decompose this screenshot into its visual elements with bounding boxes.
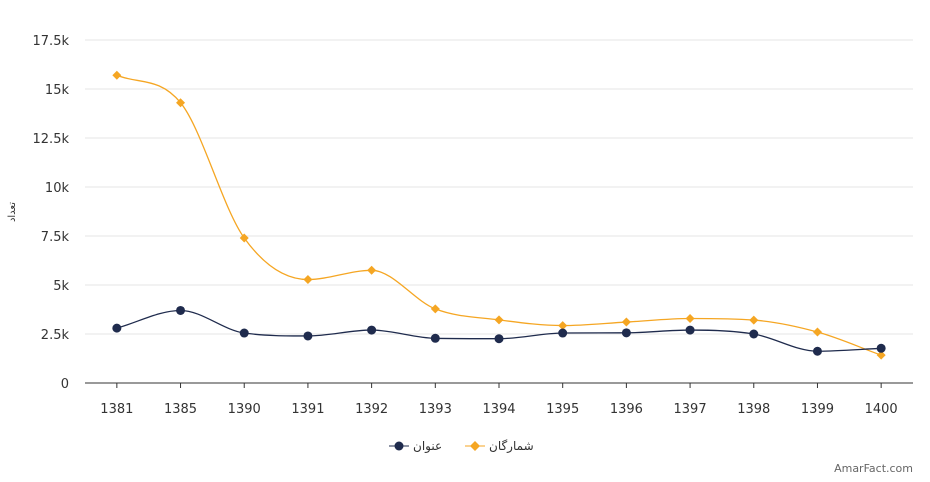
y-axis-label: تعداد (7, 202, 18, 222)
legend-marker-diamond-icon (470, 441, 480, 451)
data-point-0[interactable] (621, 328, 631, 338)
data-point-1[interactable] (876, 350, 886, 360)
legend-item-series-0[interactable]: عنوان (389, 439, 442, 454)
data-point-1[interactable] (812, 327, 822, 337)
data-point-1[interactable] (112, 70, 122, 80)
series-1 (112, 70, 886, 360)
grid (85, 39, 913, 335)
legend: عنوان شمارگان (389, 439, 534, 454)
x-tick-label: 1399 (801, 402, 834, 417)
legend-marker-circle-icon (394, 441, 404, 451)
data-point-1[interactable] (176, 98, 186, 108)
data-point-1[interactable] (558, 321, 568, 331)
data-point-0[interactable] (749, 329, 759, 339)
x-tick-label: 1400 (865, 402, 898, 417)
x-tick-label: 1393 (419, 402, 452, 417)
y-tick-label: 17.5k (33, 34, 70, 49)
series-line-1 (116, 74, 882, 356)
y-axis-ticks: 0 2.5k 5k 7.5k 10k 12.5k 15k 17.5k (33, 34, 70, 392)
data-point-1[interactable] (430, 304, 440, 314)
legend-label-series-0: عنوان (413, 439, 442, 454)
y-tick-label: 12.5k (33, 132, 70, 147)
data-point-1[interactable] (621, 317, 631, 327)
x-tick-label: 1398 (737, 402, 770, 417)
x-axis-ticks: 1381 1385 1390 1391 1392 1393 1394 1395 1396 1397… (100, 383, 898, 417)
data-point-0[interactable] (685, 325, 695, 335)
legend-item-series-1[interactable]: شمارگان (465, 439, 534, 454)
y-tick-label: 2.5k (41, 328, 70, 343)
data-point-0[interactable] (239, 328, 249, 338)
data-point-1[interactable] (239, 233, 249, 243)
data-point-0[interactable] (876, 343, 886, 353)
y-tick-label: 10k (45, 181, 70, 196)
data-point-1[interactable] (494, 315, 504, 325)
data-point-0[interactable] (367, 325, 377, 335)
y-tick-label: 7.5k (41, 230, 70, 245)
x-tick-label: 1390 (228, 402, 261, 417)
data-point-1[interactable] (367, 265, 377, 275)
x-tick-label: 1396 (610, 402, 643, 417)
data-point-0[interactable] (112, 323, 122, 333)
series-0 (112, 305, 886, 356)
x-tick-label: 1397 (674, 402, 707, 417)
x-tick-label: 1385 (164, 402, 197, 417)
x-tick-label: 1391 (291, 402, 324, 417)
data-point-0[interactable] (494, 334, 504, 344)
x-tick-label: 1392 (355, 402, 388, 417)
x-tick-label: 1381 (100, 402, 133, 417)
y-tick-label: 0 (61, 377, 69, 392)
y-tick-label: 15k (45, 83, 70, 98)
series-group (112, 70, 886, 360)
data-point-0[interactable] (558, 328, 568, 338)
credit-link[interactable]: AmarFact.com (834, 462, 913, 475)
x-tick-label: 1395 (546, 402, 579, 417)
x-tick-label: 1394 (482, 402, 515, 417)
data-point-1[interactable] (685, 314, 695, 324)
y-tick-label: 5k (53, 279, 69, 294)
data-point-0[interactable] (430, 333, 440, 343)
data-point-0[interactable] (303, 331, 313, 341)
data-point-0[interactable] (176, 305, 186, 315)
data-point-1[interactable] (749, 315, 759, 325)
data-point-1[interactable] (303, 275, 313, 285)
legend-label-series-1: شمارگان (489, 439, 534, 454)
data-point-0[interactable] (812, 346, 822, 356)
